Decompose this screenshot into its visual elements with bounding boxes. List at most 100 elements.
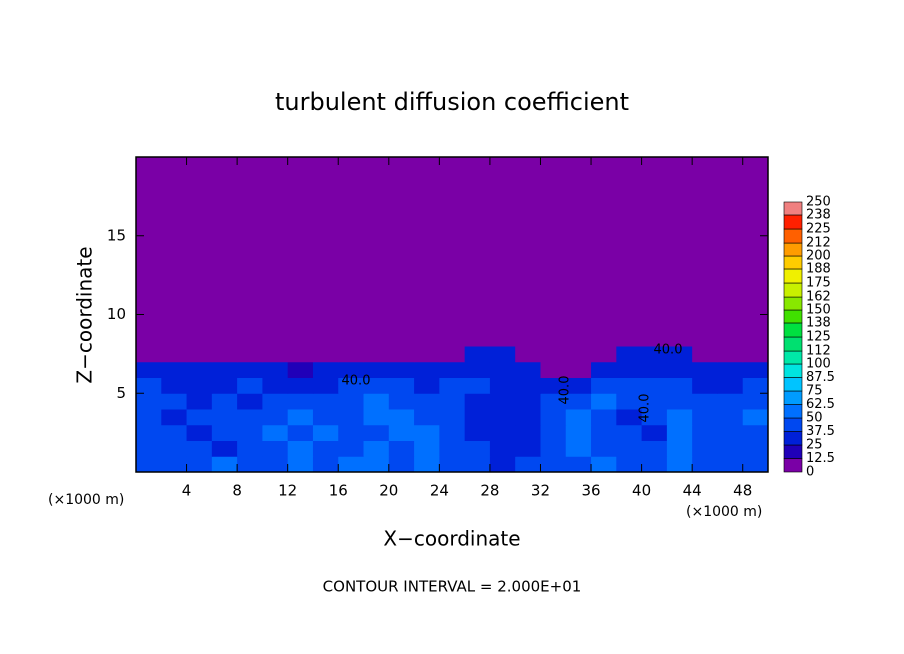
heatmap-cell bbox=[464, 157, 491, 347]
heatmap-cell bbox=[666, 440, 693, 457]
heatmap-cell bbox=[717, 424, 744, 441]
heatmap-cell bbox=[666, 377, 693, 394]
contour-label: 40.0 bbox=[654, 343, 683, 358]
heatmap-cell bbox=[388, 393, 415, 410]
colorbar-label: 75 bbox=[806, 384, 823, 399]
heatmap-cell bbox=[616, 157, 643, 347]
heatmap-cell bbox=[237, 346, 263, 363]
heatmap-cell bbox=[186, 440, 213, 457]
heatmap-cell bbox=[262, 440, 289, 457]
y-axis-label: Z−coordinate bbox=[73, 246, 97, 383]
colorbar-label: 212 bbox=[806, 236, 831, 251]
heatmap-cell bbox=[717, 361, 744, 378]
x-tick-label: 36 bbox=[581, 482, 600, 500]
heatmap-cell bbox=[211, 346, 238, 363]
colorbar-swatch bbox=[783, 309, 803, 324]
heatmap-cell bbox=[186, 456, 213, 473]
heatmap-cell bbox=[717, 346, 744, 363]
heatmap-cell bbox=[489, 157, 516, 347]
heatmap-cell bbox=[692, 346, 718, 363]
heatmap-cell bbox=[287, 409, 314, 426]
heatmap-cell bbox=[363, 361, 390, 378]
heatmap-cell bbox=[237, 377, 263, 394]
x-tick-label: 12 bbox=[278, 482, 297, 500]
heatmap-cell bbox=[211, 456, 238, 473]
heatmap-cell bbox=[692, 157, 718, 347]
heatmap-cell bbox=[388, 440, 415, 457]
heatmap-cell bbox=[363, 377, 390, 394]
heatmap-cell bbox=[414, 440, 440, 457]
heatmap-cell bbox=[439, 409, 466, 426]
heatmap-cell bbox=[641, 424, 668, 441]
heatmap-cell bbox=[312, 409, 339, 426]
colorbar-swatch bbox=[783, 390, 803, 405]
heatmap-cell bbox=[287, 440, 314, 457]
footer-note: CONTOUR INTERVAL = 2.000E+01 bbox=[323, 578, 582, 596]
y-tick-label: 10 bbox=[107, 305, 126, 323]
heatmap-cell bbox=[363, 346, 390, 363]
heatmap-cell bbox=[515, 440, 541, 457]
heatmap-cell bbox=[565, 346, 592, 363]
colorbar-swatch bbox=[783, 255, 803, 270]
heatmap-cell bbox=[136, 393, 162, 410]
heatmap-cell bbox=[489, 377, 516, 394]
heatmap-cell bbox=[338, 393, 365, 410]
heatmap-cell bbox=[692, 377, 718, 394]
chart-title: turbulent diffusion coefficient bbox=[275, 88, 629, 116]
heatmap-cell bbox=[338, 157, 365, 347]
heatmap-cell bbox=[540, 346, 567, 363]
heatmap-cell bbox=[136, 377, 162, 394]
heatmap-cell bbox=[515, 346, 541, 363]
heatmap-cell bbox=[464, 393, 491, 410]
heatmap-cell bbox=[211, 440, 238, 457]
heatmap-cell bbox=[616, 346, 643, 363]
heatmap-cell bbox=[161, 157, 188, 347]
heatmap-cell bbox=[565, 440, 592, 457]
heatmap-cell bbox=[742, 361, 769, 378]
heatmap-cell bbox=[287, 361, 314, 378]
contour-label: 40.0 bbox=[638, 394, 653, 423]
heatmap-cell bbox=[515, 377, 541, 394]
heatmap-cell bbox=[186, 157, 213, 347]
heatmap-cell bbox=[464, 409, 491, 426]
heatmap-cell bbox=[237, 409, 263, 426]
heatmap-cell bbox=[616, 424, 643, 441]
heatmap-cell bbox=[616, 456, 643, 473]
heatmap-cell bbox=[515, 393, 541, 410]
colorbar-swatch bbox=[783, 417, 803, 432]
heatmap-cell bbox=[338, 409, 365, 426]
heatmap-cell bbox=[464, 377, 491, 394]
heatmap-cell bbox=[363, 157, 390, 347]
colorbar-swatch bbox=[783, 363, 803, 378]
heatmap-cell bbox=[439, 346, 466, 363]
x-tick-label: 8 bbox=[232, 482, 242, 500]
heatmap-cell bbox=[540, 393, 567, 410]
heatmap-cell bbox=[666, 409, 693, 426]
heatmap-cell bbox=[161, 409, 188, 426]
heatmap-cell bbox=[742, 377, 769, 394]
heatmap-cell bbox=[742, 393, 769, 410]
heatmap-cell bbox=[439, 157, 466, 347]
heatmap-cell bbox=[388, 377, 415, 394]
heatmap-cell bbox=[312, 393, 339, 410]
heatmap-cell bbox=[262, 409, 289, 426]
heatmap-cell bbox=[565, 157, 592, 347]
heatmap-cell bbox=[414, 361, 440, 378]
heatmap-cell bbox=[666, 346, 693, 363]
x-tick-label: 32 bbox=[531, 482, 550, 500]
heatmap-cell bbox=[666, 424, 693, 441]
heatmap-cell bbox=[540, 361, 567, 378]
heatmap-cell bbox=[388, 157, 415, 347]
heatmap-cell bbox=[262, 393, 289, 410]
heatmap-cell bbox=[591, 424, 617, 441]
heatmap-cell bbox=[388, 361, 415, 378]
colorbar-label: 238 bbox=[806, 207, 831, 222]
heatmap-cell bbox=[338, 424, 365, 441]
heatmap-cell bbox=[666, 456, 693, 473]
heatmap-cell bbox=[692, 409, 718, 426]
colorbar-label: 87.5 bbox=[806, 370, 835, 385]
heatmap-cell bbox=[363, 409, 390, 426]
heatmap-cell bbox=[287, 346, 314, 363]
heatmap-cell bbox=[287, 456, 314, 473]
